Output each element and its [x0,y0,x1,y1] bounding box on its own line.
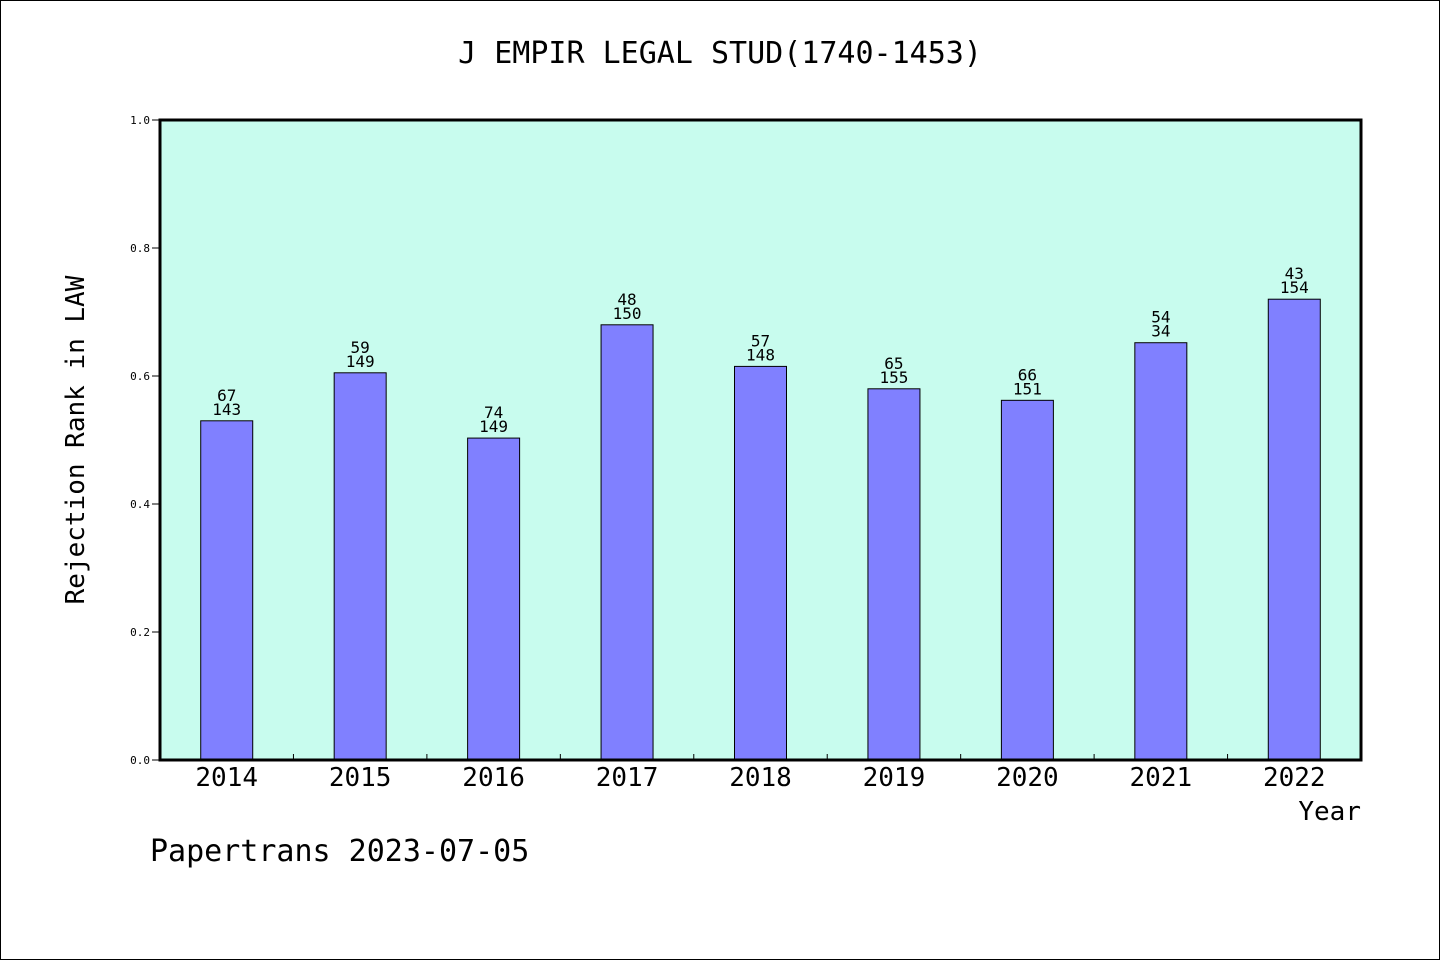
bar-label-top-2014: 67 [217,386,236,405]
bar-label-bottom-2016: 149 [479,417,508,436]
x-tick-label-2018: 2018 [729,763,792,793]
bar-label-bottom-2020: 151 [1013,379,1042,398]
bar-label-top-2022: 43 [1285,264,1304,283]
bar-label-top-2015: 59 [351,338,370,357]
bar-label-bottom-2017: 150 [613,304,642,323]
y-tick-label-0.2: 0.2 [130,626,150,639]
bar-label-top-2021: 54 [1151,308,1170,327]
bar-label-top-2019: 65 [884,354,903,373]
x-axis: 2014 2015 2016 2017 2018 2019 2020 2021 2022 [195,754,1326,793]
y-tick-label-0.0: 0.0 [130,754,150,767]
bar-2020 [1000,399,1054,761]
bars-group [200,298,1321,761]
x-axis-label: Year [1298,797,1361,827]
bar-label-top-2016: 74 [484,403,503,422]
y-axis: 0.0 0.2 0.4 0.6 0.8 1.0 [130,114,160,767]
y-tick-label-0.4: 0.4 [130,498,150,511]
x-tick-label-2016: 2016 [462,763,525,793]
bar-label-top-2018: 57 [751,331,770,350]
bar-2022 [1267,298,1321,761]
bar-label-bottom-2014: 143 [212,400,241,419]
bar-2014 [200,420,254,761]
x-tick-label-2021: 2021 [1130,763,1193,793]
bar-2015 [333,372,387,761]
x-tick-label-2017: 2017 [596,763,659,793]
x-tick-label-2020: 2020 [996,763,1059,793]
x-tick-label-2022: 2022 [1263,763,1326,793]
bar-label-bottom-2015: 149 [346,352,375,371]
x-tick-label-2019: 2019 [863,763,926,793]
bar-label-bottom-2022: 154 [1280,278,1309,297]
bar-label-top-2020: 66 [1018,365,1037,384]
bar-label-bottom-2019: 155 [879,368,908,387]
bar-2017 [600,324,654,761]
bar-2016 [467,437,521,761]
y-tick-label-1.0: 1.0 [130,114,150,127]
bar-2019 [867,388,921,761]
chart-title: J EMPIR LEGAL STUD(1740-1453) [458,36,982,71]
y-tick-label-0.6: 0.6 [130,370,150,383]
bar-label-bottom-2018: 148 [746,345,775,364]
footer-note: Papertrans 2023-07-05 [150,834,530,869]
plot-border [158,118,1363,762]
y-tick-label-0.8: 0.8 [130,242,150,255]
x-tick-label-2015: 2015 [329,763,392,793]
y-axis-label: Rejection Rank in LAW [61,275,91,604]
bar-label-top-2017: 48 [617,290,636,309]
bar-label-bottom-2021: 34 [1151,322,1170,341]
bar-2021 [1134,342,1188,761]
x-tick-label-2014: 2014 [195,763,258,793]
bar-2018 [734,365,787,761]
